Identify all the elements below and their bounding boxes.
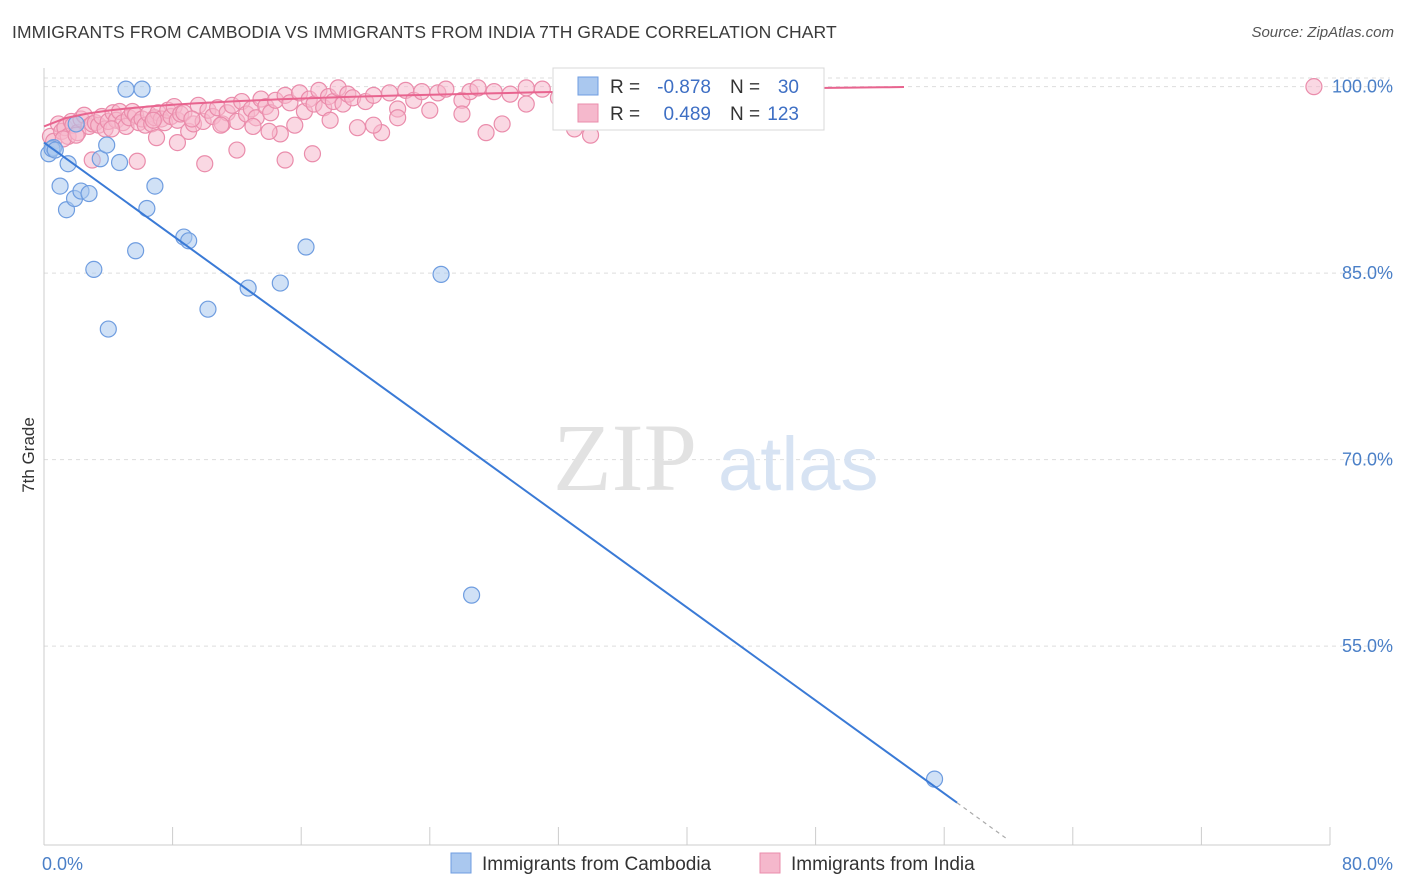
- y-tick-label: 85.0%: [1342, 263, 1393, 283]
- y-axis-label: 7th Grade: [19, 417, 38, 493]
- stats-legend-box: R = -0.878 N = 30 R = 0.489 N = 123: [552, 67, 825, 131]
- cambodia-trend-extension: [956, 802, 1009, 841]
- cambodia-stat-swatch: [577, 76, 599, 96]
- india-point: [348, 119, 367, 137]
- x-tick-label: 0.0%: [42, 854, 83, 874]
- india-point: [389, 109, 407, 127]
- india-point: [493, 115, 511, 133]
- legend-cambodia-swatch: [450, 852, 472, 874]
- cambodia-point: [432, 265, 450, 283]
- cambodia-point: [271, 274, 289, 292]
- india-point: [102, 120, 121, 138]
- cambodia-point: [146, 177, 164, 195]
- cambodia-point: [59, 155, 77, 173]
- watermark: ZIP atlas: [553, 404, 879, 511]
- india-point: [196, 155, 214, 173]
- india-point: [421, 101, 439, 119]
- legend-india-label: Immigrants from India: [791, 854, 975, 875]
- cambodia-trend-line: [43, 141, 958, 804]
- cambodia-point: [117, 80, 135, 98]
- cambodia-point: [67, 115, 85, 133]
- india-point: [517, 95, 535, 113]
- india-point: [533, 80, 551, 98]
- india-point: [303, 145, 322, 163]
- cambodia-r-value: -0.878: [657, 77, 711, 98]
- india-point: [381, 84, 399, 102]
- india-point: [260, 122, 278, 141]
- cambodia-point: [51, 177, 69, 195]
- x-tick-label: 80.0%: [1342, 854, 1393, 874]
- india-point: [485, 83, 503, 101]
- watermark-zip: ZIP: [553, 404, 697, 511]
- india-point: [147, 129, 166, 147]
- cambodia-point: [80, 184, 98, 203]
- india-stat-swatch: [577, 103, 599, 123]
- cambodia-n-value: 30: [778, 77, 799, 98]
- grid-layer: [44, 77, 1390, 647]
- cambodia-points: [40, 80, 944, 788]
- axes-layer: [43, 68, 1331, 846]
- india-n-label: N =: [730, 104, 760, 125]
- india-point: [1305, 78, 1323, 96]
- cambodia-point: [99, 320, 117, 338]
- cambodia-point: [85, 260, 103, 278]
- india-r-label: R =: [610, 104, 640, 125]
- bottom-legend: Immigrants from Cambodia Immigrants from…: [450, 852, 975, 875]
- india-r-value: 0.489: [663, 104, 711, 125]
- y-tick-labels: 100.0% 85.0% 70.0% 55.0%: [1332, 77, 1393, 656]
- cambodia-point: [110, 153, 129, 172]
- cambodia-point: [98, 136, 116, 154]
- source-label: Source: ZipAtlas.com: [1251, 24, 1394, 41]
- india-point: [477, 124, 495, 142]
- cambodia-point: [925, 770, 944, 788]
- india-point: [168, 133, 187, 152]
- watermark-atlas: atlas: [718, 422, 879, 507]
- india-point: [453, 105, 471, 123]
- india-point: [286, 116, 304, 134]
- cambodia-point: [462, 586, 481, 604]
- cambodia-n-label: N =: [730, 77, 760, 98]
- chart-title: IMMIGRANTS FROM CAMBODIA VS IMMIGRANTS F…: [12, 22, 837, 42]
- india-point: [364, 116, 383, 134]
- india-point: [437, 80, 455, 98]
- india-point: [501, 85, 519, 103]
- india-point: [321, 111, 339, 129]
- y-tick-label: 70.0%: [1342, 450, 1393, 470]
- india-point: [144, 111, 162, 129]
- india-point: [228, 141, 246, 159]
- india-point: [276, 151, 294, 169]
- india-n-value: 123: [767, 104, 799, 125]
- cambodia-point: [133, 80, 151, 98]
- india-point: [244, 117, 262, 136]
- cambodia-point: [199, 300, 217, 318]
- india-point: [183, 110, 201, 128]
- y-tick-label: 100.0%: [1332, 77, 1393, 97]
- y-tick-label: 55.0%: [1342, 636, 1393, 656]
- x-tick-labels: 0.0% 80.0%: [42, 854, 1393, 874]
- india-point: [212, 116, 230, 134]
- legend-india-swatch: [759, 852, 781, 874]
- legend-cambodia-label: Immigrants from Cambodia: [482, 854, 712, 875]
- india-point: [469, 79, 487, 97]
- cambodia-r-label: R =: [610, 77, 640, 98]
- india-point: [128, 152, 146, 170]
- cambodia-point: [127, 242, 145, 260]
- cambodia-point: [297, 238, 315, 256]
- india-point: [413, 83, 431, 101]
